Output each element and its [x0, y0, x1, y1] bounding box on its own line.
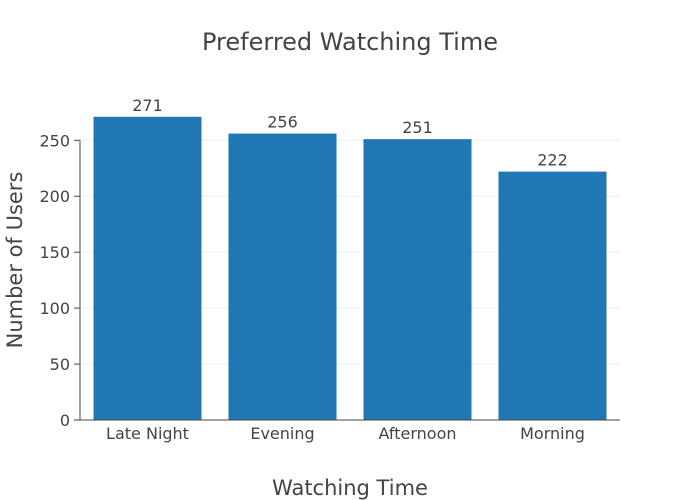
chart-title: Preferred Watching Time — [202, 28, 498, 56]
bars — [93, 116, 607, 421]
bar-labels: 271 256 251 222 — [132, 96, 568, 170]
x-tick-label: Morning — [520, 424, 585, 443]
y-tick-label: 50 — [50, 355, 70, 374]
bar-data-label: 271 — [132, 96, 163, 115]
x-tick-label: Late Night — [106, 424, 189, 443]
bar — [498, 171, 607, 420]
y-tick-label: 200 — [39, 187, 70, 206]
bar-data-label: 222 — [537, 151, 568, 170]
bar — [363, 139, 472, 421]
y-tick-label: 100 — [39, 299, 70, 318]
x-axis-title: Watching Time — [272, 476, 428, 500]
bar — [228, 133, 337, 420]
y-axis: 0 50 100 150 200 250 — [39, 131, 81, 430]
y-axis-title: Number of Users — [3, 172, 27, 349]
bar-data-label: 251 — [402, 118, 433, 137]
y-tick-label: 150 — [39, 243, 70, 262]
x-tick-label: Afternoon — [379, 424, 457, 443]
x-tick-label: Evening — [250, 424, 314, 443]
y-tick-label: 250 — [39, 131, 70, 150]
x-axis: Late Night Evening Afternoon Morning — [80, 419, 620, 443]
y-tick-label: 0 — [60, 411, 70, 430]
bar — [93, 116, 202, 421]
bar-data-label: 256 — [267, 113, 298, 132]
